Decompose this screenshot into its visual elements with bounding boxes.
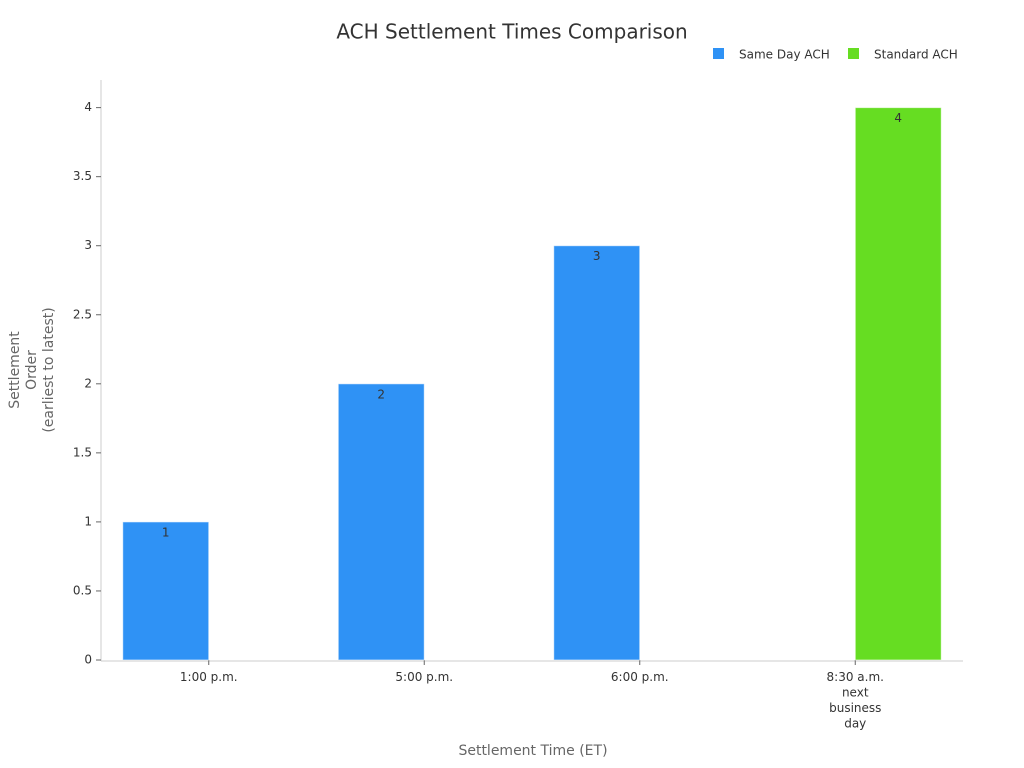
y-tick-label: 1 xyxy=(84,514,92,528)
y-tick-label: 2 xyxy=(84,376,92,390)
x-tick-label: 5:00 p.m. xyxy=(395,670,453,684)
y-axis-title-line: (earliest to latest) xyxy=(41,307,57,432)
data-label: 2 xyxy=(377,387,385,401)
data-label: 4 xyxy=(894,111,902,125)
bar xyxy=(337,383,425,661)
x-axis-title: Settlement Time (ET) xyxy=(458,743,607,759)
y-axis-title-line: Order xyxy=(24,350,40,390)
y-tick-label: 0 xyxy=(84,653,92,667)
bar xyxy=(854,107,942,661)
y-tick-label: 0.5 xyxy=(73,583,92,597)
bar xyxy=(122,521,210,661)
x-tick-label: 1:00 p.m. xyxy=(180,670,238,684)
data-label: 1 xyxy=(162,525,170,539)
y-axis-title: SettlementOrder(earliest to latest) xyxy=(7,307,57,432)
y-tick-label: 3.5 xyxy=(73,169,92,183)
legend-label: Same Day ACH xyxy=(739,48,830,62)
y-tick-label: 2.5 xyxy=(73,307,92,321)
x-tick-label: 6:00 p.m. xyxy=(611,670,669,684)
data-label: 3 xyxy=(593,249,601,263)
y-tick-label: 3 xyxy=(84,238,92,252)
y-axis-title-line: Settlement xyxy=(7,331,23,409)
legend-swatch xyxy=(848,48,859,59)
bar xyxy=(553,245,641,661)
y-tick-label: 4 xyxy=(84,100,92,114)
x-tick-label: 8:30 a.m. next business day xyxy=(827,670,884,731)
legend-swatch xyxy=(713,48,724,59)
y-tick-label: 1.5 xyxy=(73,445,92,459)
chart-title: ACH Settlement Times Comparison xyxy=(336,20,687,44)
legend-label: Standard ACH xyxy=(874,48,958,62)
